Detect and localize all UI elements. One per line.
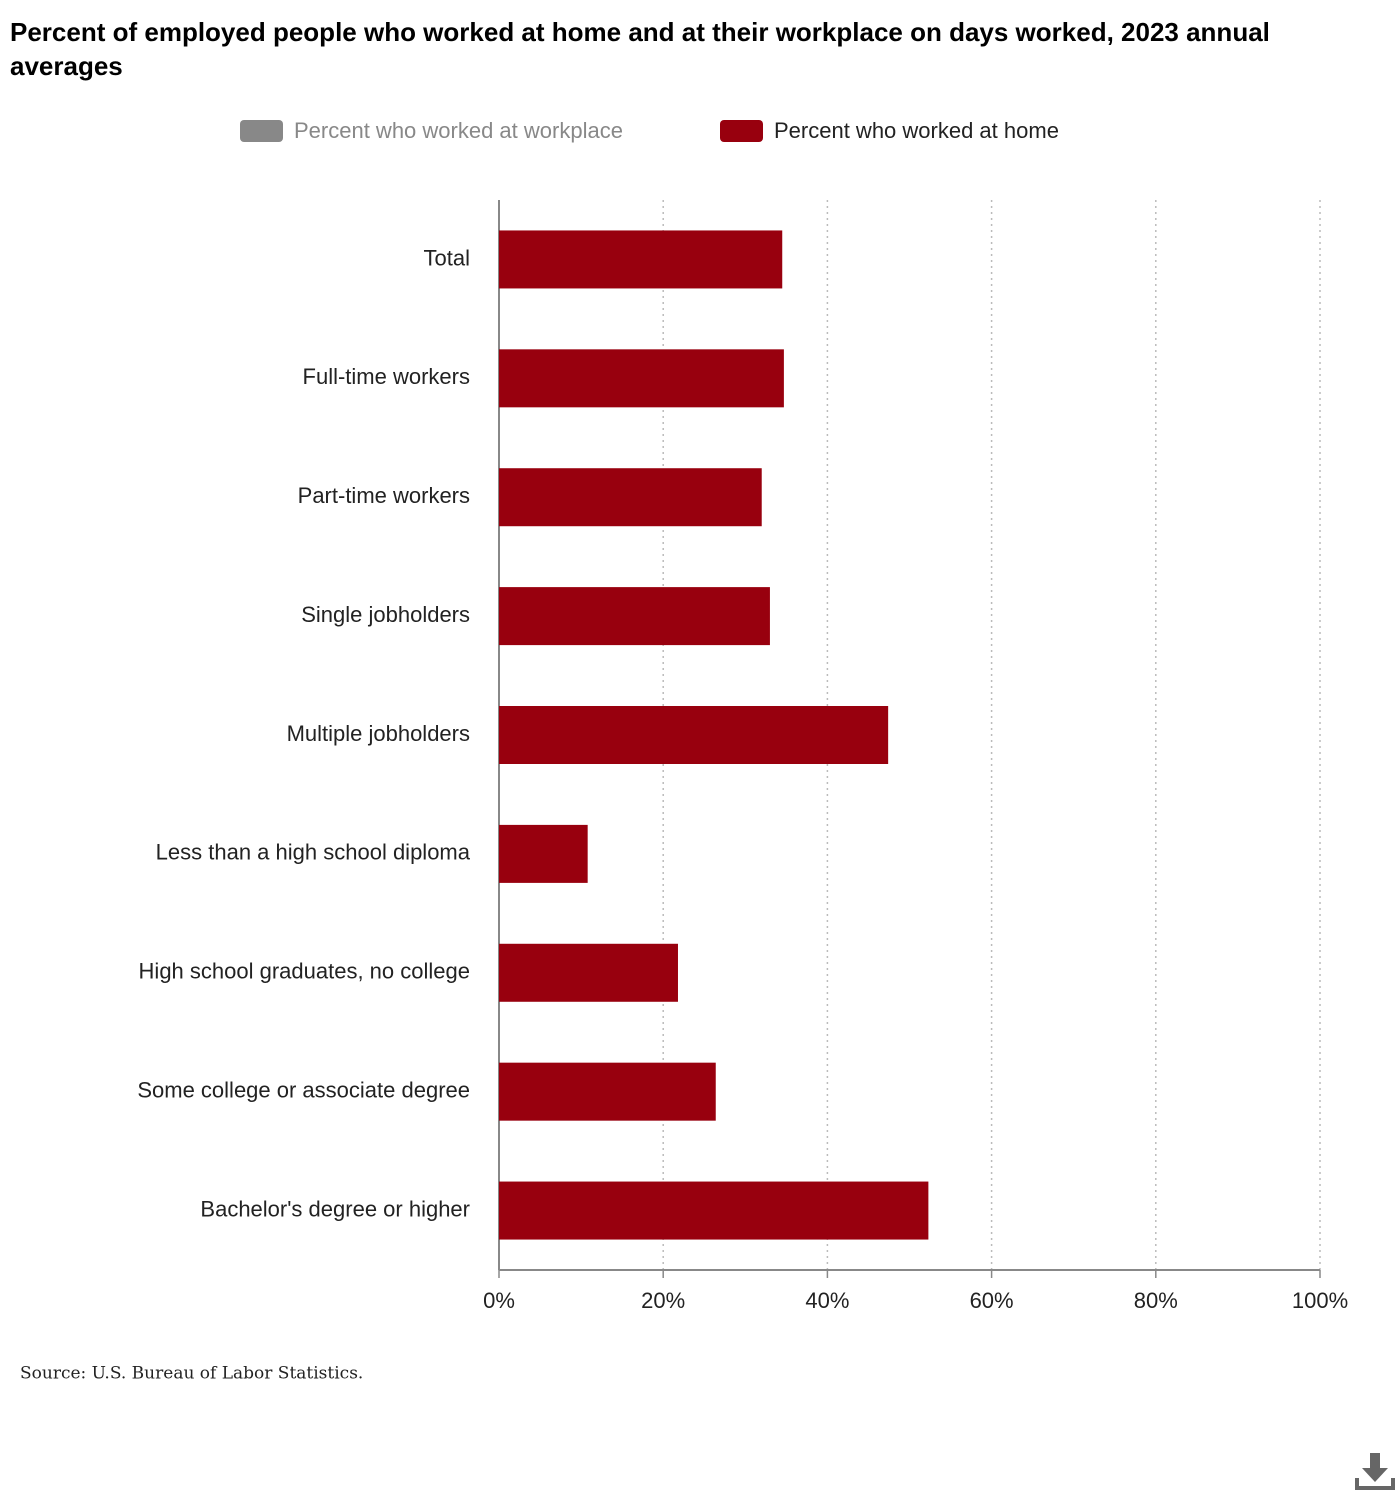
legend-label[interactable]: Percent who worked at workplace (294, 118, 623, 143)
y-tick-label: Full-time workers (303, 364, 470, 389)
x-tick-label: 80% (1134, 1288, 1178, 1313)
y-tick-label: Less than a high school diploma (156, 840, 471, 865)
bar (499, 824, 588, 883)
icon-part (1355, 1486, 1395, 1490)
bar (499, 1181, 929, 1240)
x-tick-label: 20% (641, 1288, 685, 1313)
legend-swatch (720, 120, 763, 142)
y-tick-label: Total (424, 245, 470, 270)
y-tick-label: Single jobholders (301, 602, 470, 627)
y-tick-label: Some college or associate degree (137, 1077, 470, 1102)
x-tick-label: 0% (483, 1288, 515, 1313)
bar (499, 349, 784, 408)
download-icon[interactable] (1355, 1453, 1395, 1490)
legend-label[interactable]: Percent who worked at home (774, 118, 1059, 143)
bar (499, 587, 770, 646)
bar (499, 706, 889, 764)
chart-title: Percent of employed people who worked at… (10, 17, 1270, 81)
bar (499, 943, 678, 1002)
y-tick-label: High school graduates, no college (139, 959, 470, 984)
legend-swatch (240, 120, 283, 142)
bar (499, 230, 783, 289)
y-tick-label: Multiple jobholders (287, 721, 470, 746)
icon-part (1370, 1453, 1380, 1469)
y-tick-label: Part-time workers (298, 483, 470, 508)
bar (499, 468, 762, 527)
x-tick-label: 40% (805, 1288, 849, 1313)
x-tick-label: 100% (1292, 1288, 1348, 1313)
x-tick-label: 60% (970, 1288, 1014, 1313)
y-tick-label: Bachelor's degree or higher (200, 1196, 470, 1221)
icon-part (1362, 1468, 1388, 1482)
bar (499, 1062, 716, 1121)
icon-part (1391, 1478, 1395, 1488)
source-note: Source: U.S. Bureau of Labor Statistics. (20, 1364, 363, 1384)
icon-part (1355, 1478, 1359, 1488)
